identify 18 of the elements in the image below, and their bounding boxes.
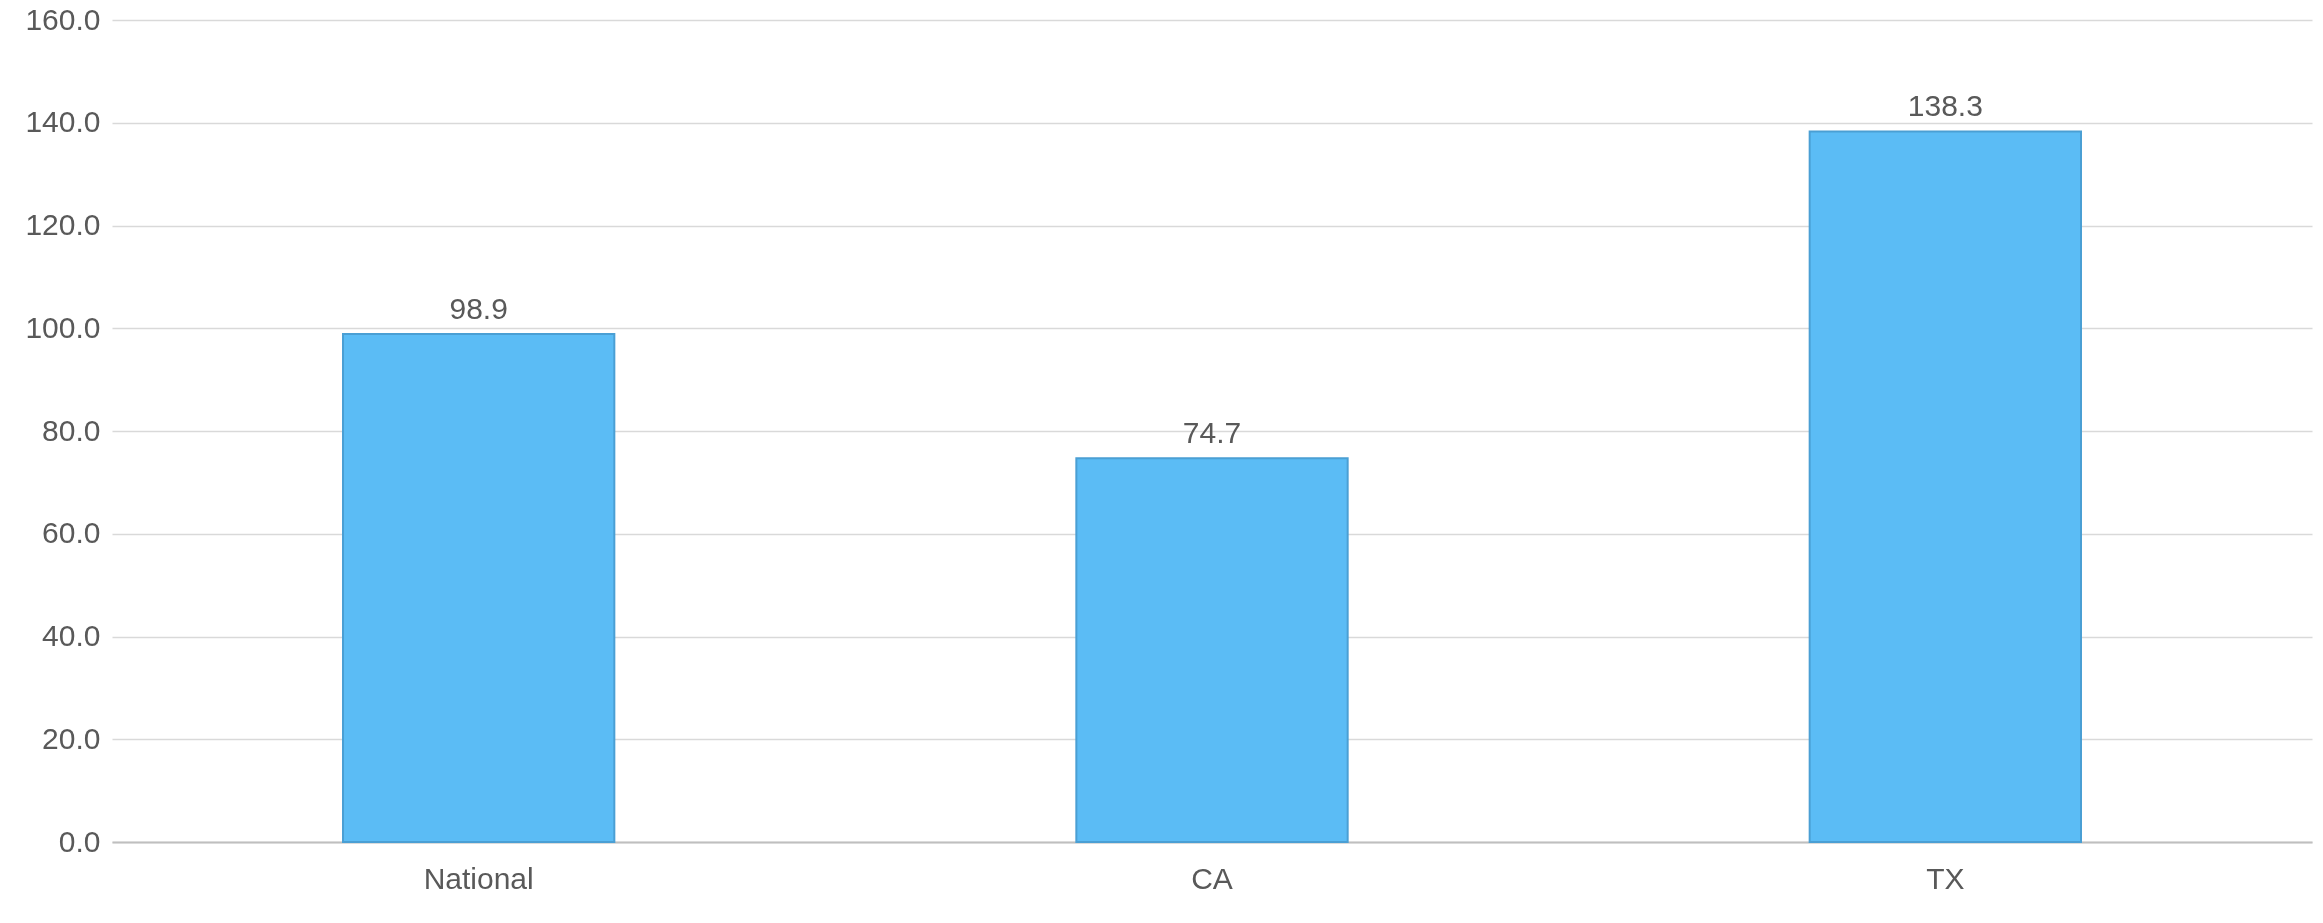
- y-tick-label: 60.0: [42, 516, 101, 550]
- x-tick-label: National: [423, 861, 534, 895]
- data-label: 138.3: [1907, 89, 1983, 123]
- x-tick-label: TX: [1926, 861, 1965, 895]
- y-tick-label: 20.0: [42, 721, 101, 755]
- y-tick-label: 40.0: [42, 619, 101, 652]
- data-label: 74.7: [1182, 416, 1242, 450]
- x-tick-label: CA: [1191, 861, 1233, 895]
- y-tick-label: 160.0: [25, 2, 101, 36]
- y-tick-label: 100.0: [25, 310, 101, 344]
- y-tick-label: 0.0: [58, 824, 101, 858]
- bar: [1808, 130, 2082, 843]
- bar: [342, 332, 616, 843]
- y-tick-label: 120.0: [25, 208, 101, 241]
- y-tick-label: 80.0: [42, 413, 101, 447]
- bar: [1075, 457, 1349, 843]
- data-label: 98.9: [449, 291, 508, 325]
- y-tick-label: 140.0: [25, 105, 101, 139]
